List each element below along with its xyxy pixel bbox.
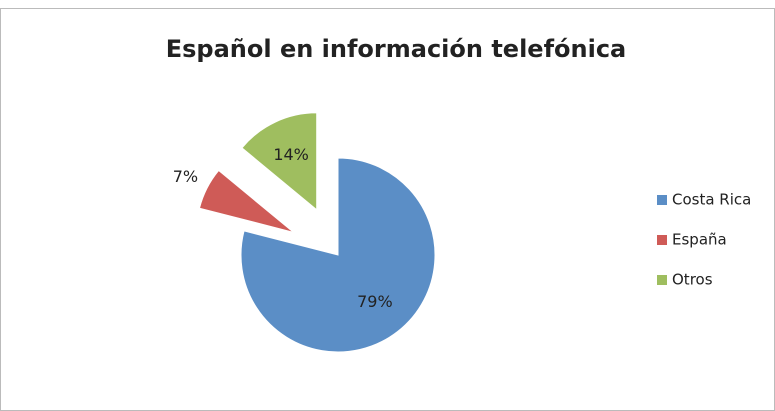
chart-title: Español en información telefónica — [166, 35, 627, 63]
pie-slice — [198, 169, 294, 233]
pie-slice — [240, 157, 436, 353]
legend-swatch — [657, 195, 667, 205]
data-label: 79% — [357, 292, 393, 311]
legend-label: España — [672, 231, 727, 249]
legend-label: Costa Rica — [672, 191, 751, 209]
legend-swatch — [657, 275, 667, 285]
legend-label: Otros — [672, 271, 713, 289]
legend-swatch — [657, 235, 667, 245]
data-label: 14% — [273, 145, 309, 164]
data-label: 7% — [173, 167, 198, 186]
pie-slice — [241, 112, 318, 211]
